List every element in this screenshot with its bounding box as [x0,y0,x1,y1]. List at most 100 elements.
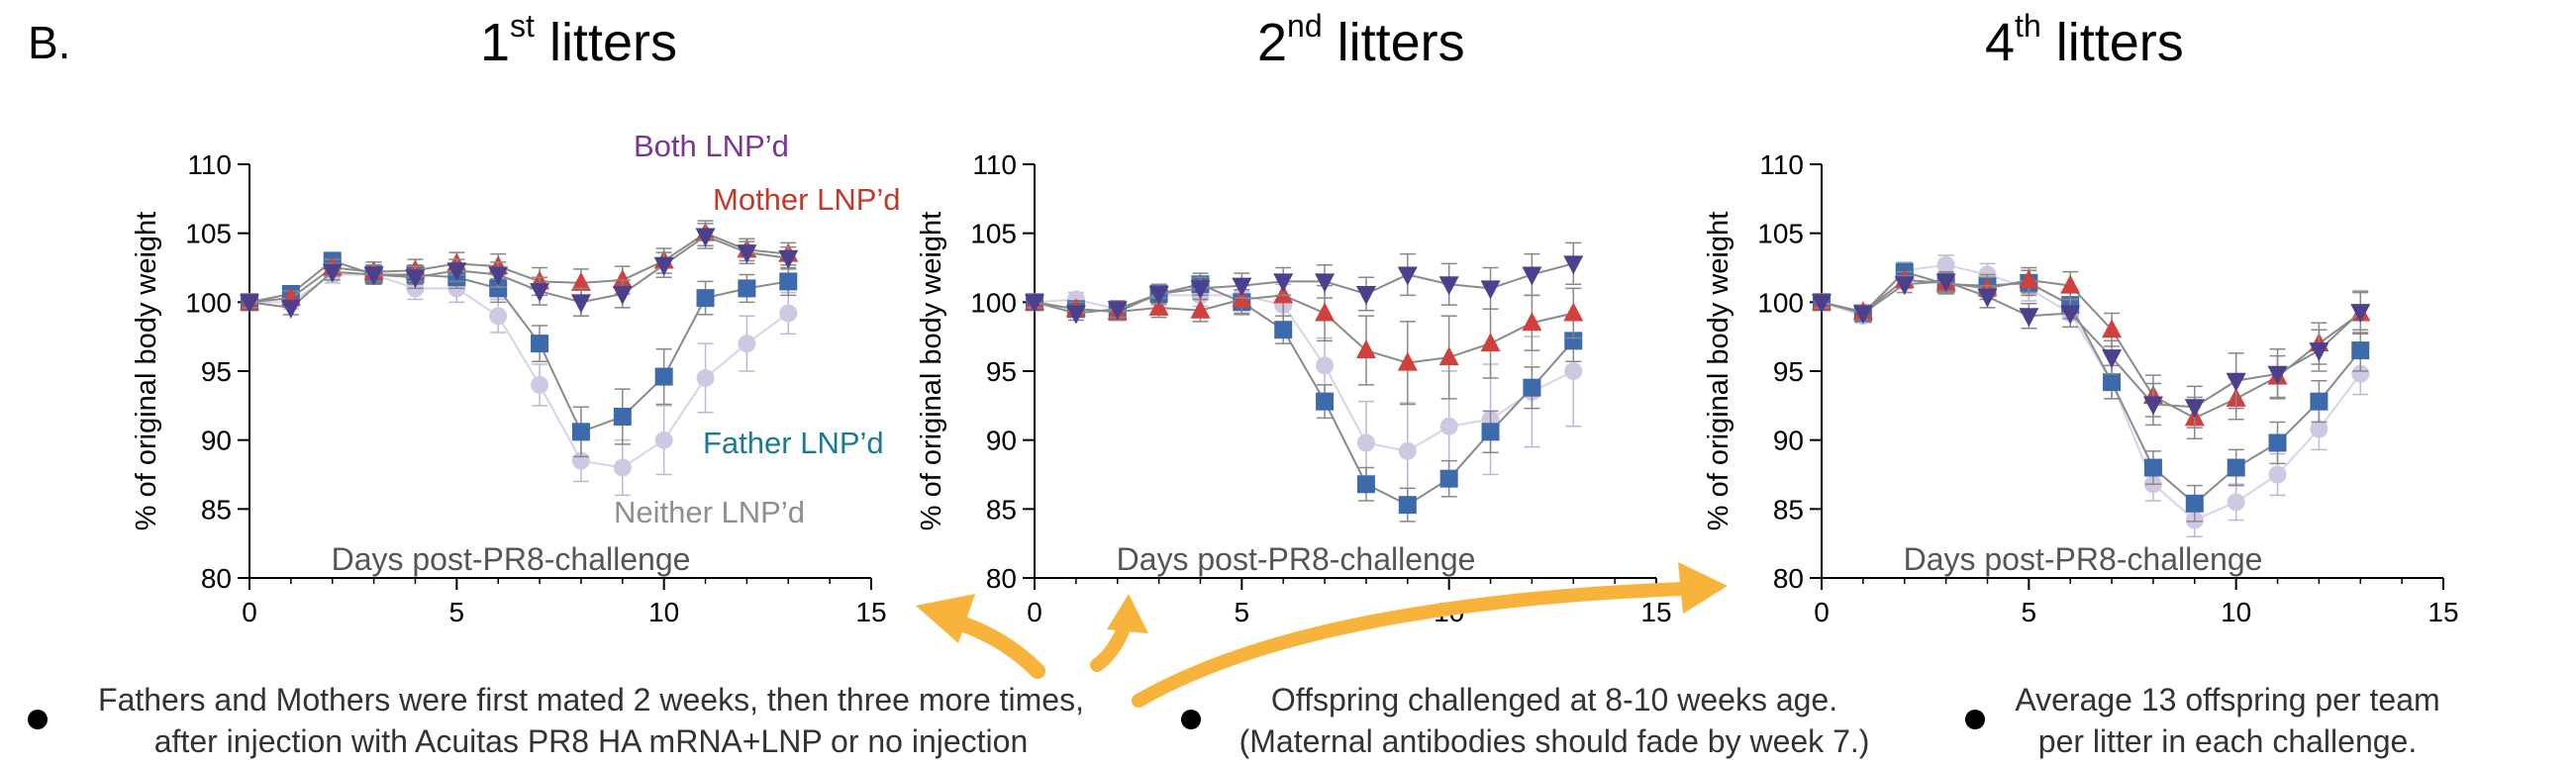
data-point [2102,319,2123,338]
arrow-to-litter4 [1132,582,1690,708]
series-line [1821,280,2361,409]
data-point [1522,266,1542,286]
data-point [1522,312,1542,332]
series-mother [1025,273,1584,406]
x-axis-label: Days post-PR8-challenge [332,541,691,577]
data-point [1232,277,1252,297]
legend-father-label: Father LNP’d [703,426,884,460]
y-tick-label: 80 [1773,563,1804,594]
data-point [737,244,757,264]
series-neither [1813,254,2370,537]
data-point [695,228,716,247]
chart-panel-1: 80 85 90 95 100 105 110 0 5 10 15 Days post-PR8-cha… [131,149,887,627]
data-point [1274,321,1293,339]
data-point [280,299,301,319]
data-point [696,368,715,387]
note-mating: Fathers and Mothers were first mated 2 w… [98,682,1084,759]
data-point [2268,433,2287,452]
data-point [738,335,756,353]
data-point [779,304,798,323]
data-point [1398,496,1417,515]
y-tick-label: 80 [986,563,1017,594]
data-point [2351,364,2370,383]
panel-title-3: 4th litters [1985,8,2184,72]
y-tick-label: 85 [1773,494,1804,525]
y-tick-label: 100 [970,287,1017,318]
data-point [1316,356,1335,375]
x-tick-label: 0 [242,597,257,627]
y-tick-label: 105 [185,219,232,249]
x-axis-label: Days post-PR8-challenge [1904,541,2263,577]
data-point [488,266,509,286]
arrow-head-icon [916,594,975,643]
arrow-to-litter2 [1090,622,1131,672]
data-point [612,285,633,305]
data-point [1480,333,1501,352]
data-point [571,423,590,441]
data-point [363,266,384,286]
data-point [2351,341,2370,360]
bullet-icon [1181,710,1201,729]
data-point [489,279,508,298]
series-both [1812,270,2371,429]
data-point [2227,493,2245,512]
panel-letter: B. [28,17,71,68]
note-challenge: Offspring challenged at 8-10 weeks age.(… [1238,682,1870,759]
y-tick-label: 85 [986,494,1017,525]
data-point [570,294,591,314]
data-point [2309,342,2329,362]
data-point [1438,346,1459,366]
data-point [1148,296,1169,316]
data-point [1355,339,1376,359]
panel-title-1: 1st litters [480,8,677,72]
y-tick-label: 100 [1757,287,1804,318]
data-point [2310,420,2328,438]
y-tick-label: 90 [986,426,1017,456]
data-point [570,271,591,291]
arrow-head-icon [1107,594,1148,633]
data-point [446,262,467,282]
data-point [2184,399,2205,419]
data-point [1397,266,1418,286]
data-point [2019,269,2039,289]
data-point [613,407,632,426]
data-point [240,294,259,314]
x-tick-label: 0 [1814,597,1830,627]
y-tick-label: 85 [201,494,232,525]
data-point [2268,465,2287,484]
y-tick-label: 100 [185,287,232,318]
data-point [1977,288,1998,308]
data-point [1190,299,1211,319]
y-axis-label: % of original body weight [131,212,162,530]
data-point [1523,378,1541,397]
data-point [1563,255,1584,275]
x-tick-label: 5 [1235,597,1250,627]
data-point [1398,441,1417,460]
data-point [1316,392,1335,411]
x-tick-label: 5 [449,597,465,627]
y-tick-label: 90 [201,426,232,456]
data-point [2143,458,2162,477]
data-point [1563,302,1584,322]
x-tick-label: 0 [1027,597,1042,627]
data-point [1935,273,1956,293]
data-point [2185,494,2204,513]
bullet-icon [1965,710,1985,729]
x-tick-label: 15 [2427,597,2458,627]
data-point [2310,392,2328,411]
y-tick-label: 110 [972,149,1017,180]
y-tick-label: 95 [201,356,232,387]
data-point [1315,273,1336,293]
series-father [1813,262,2370,523]
y-tick-label: 110 [187,149,232,180]
x-tick-label: 15 [1640,597,1671,627]
data-point [1065,305,1086,325]
arrow-head-icon [1678,562,1728,614]
series-both [240,223,799,319]
data-point [1438,276,1459,296]
series-both [1025,241,1584,325]
data-point [1439,417,1458,435]
data-point [2102,349,2123,369]
